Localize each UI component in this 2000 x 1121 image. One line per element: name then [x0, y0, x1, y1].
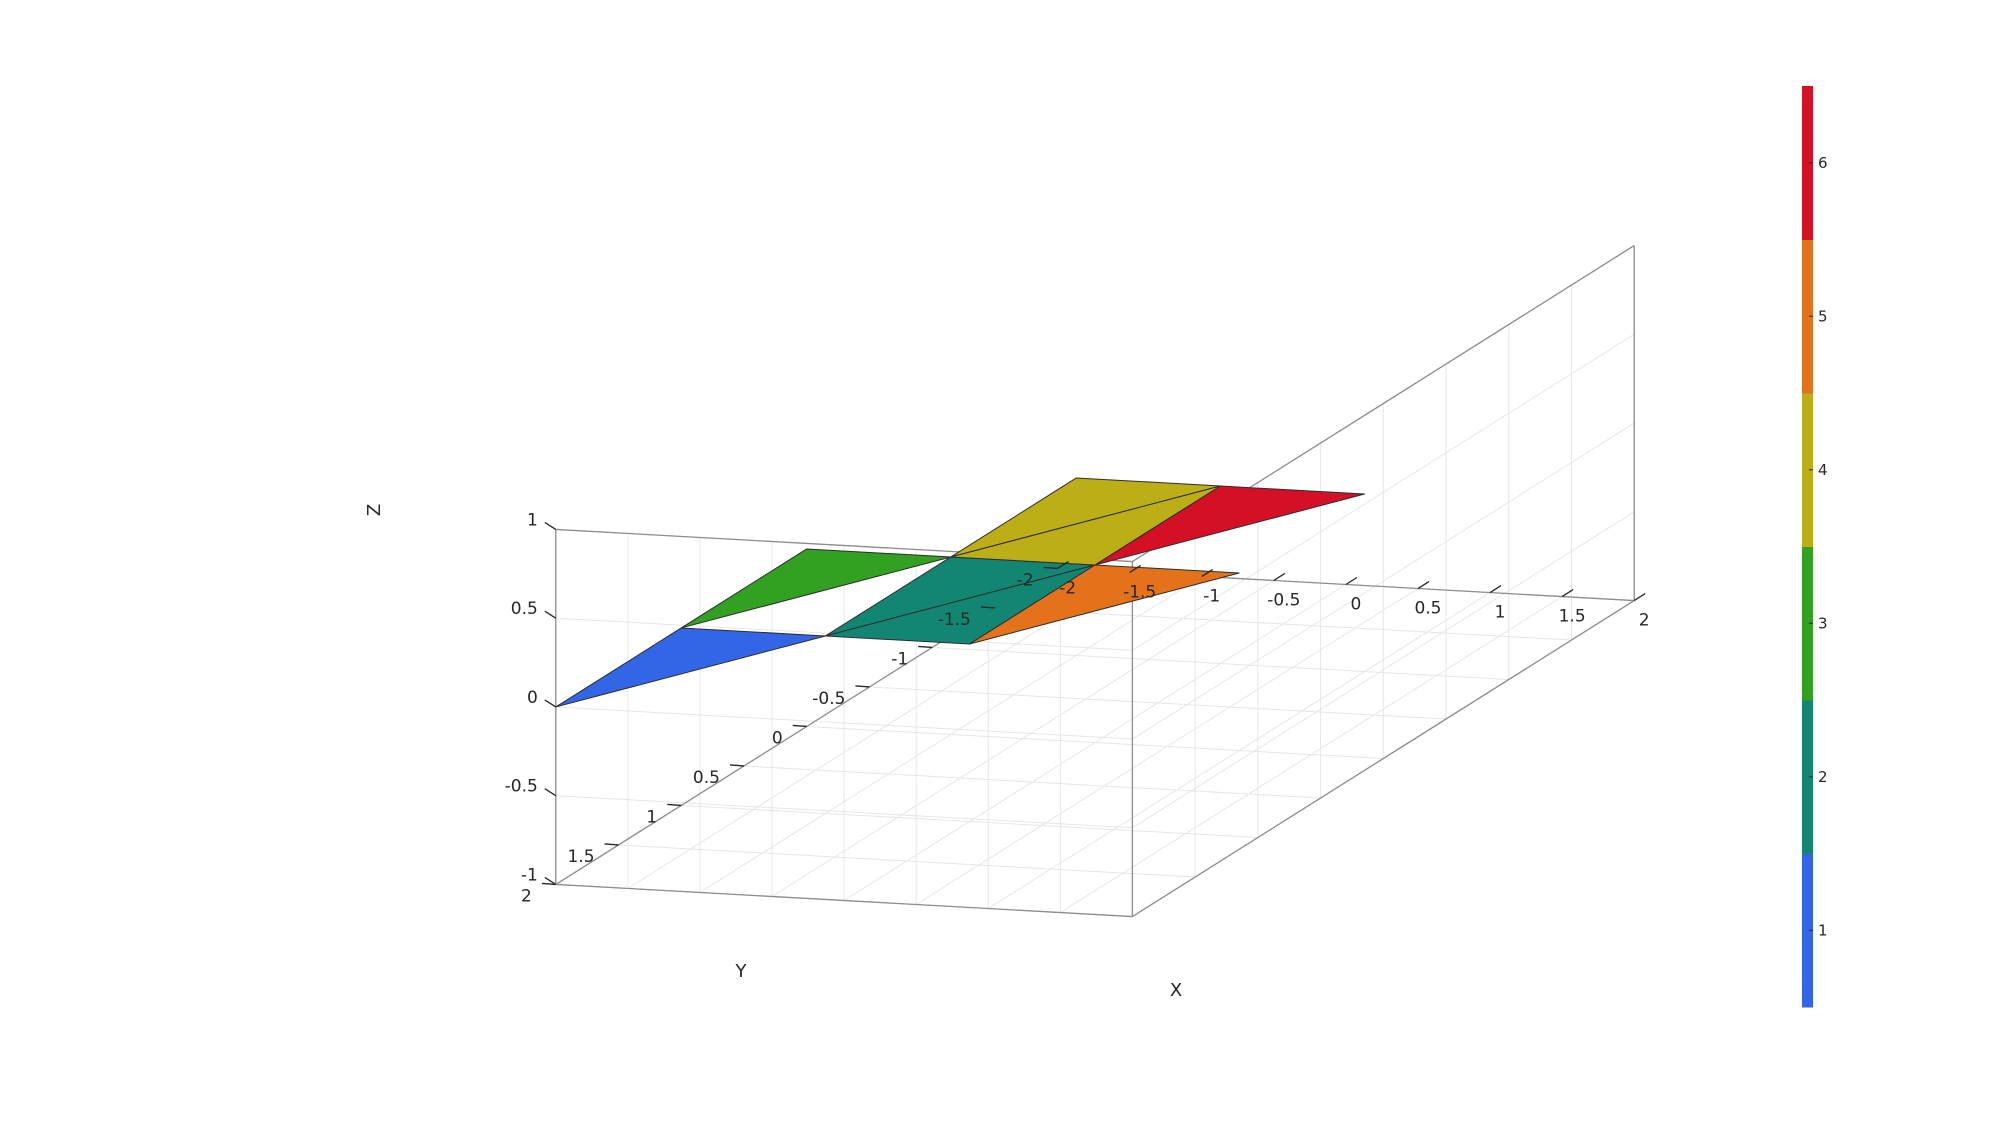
x-tick-label: -2 [1059, 578, 1076, 598]
y-tick-label: -2 [1017, 570, 1034, 590]
z-tick-mark [544, 521, 557, 530]
colorbar-segment [1802, 239, 1813, 394]
x-tick-label: -0.5 [1267, 590, 1300, 610]
y-axis-label: Y [735, 961, 748, 982]
x-tick-label: -1 [1203, 586, 1220, 606]
surface-face-3 [680, 548, 952, 629]
grid-line [555, 795, 1133, 829]
grid-line [618, 844, 1196, 878]
x-tick-label: 0 [1350, 595, 1361, 615]
axes-box-edge [1132, 600, 1635, 918]
colorbar-tick-label: 5 [1818, 307, 1828, 325]
x-tick-label: 1 [1495, 603, 1506, 623]
y-tick-label: -1 [891, 649, 908, 669]
surface-faces [555, 477, 1366, 708]
y-tick-mark [729, 764, 745, 767]
x-tick-mark [1057, 560, 1069, 569]
y-tick-mark [855, 685, 870, 688]
grid-line [1132, 333, 1635, 651]
y-tick-mark [792, 724, 807, 728]
grid-line [555, 706, 1133, 740]
grid-line [932, 646, 1509, 681]
x-tick-mark [1273, 572, 1286, 582]
grid-line [994, 607, 1572, 641]
x-tick-mark [1417, 580, 1430, 590]
x-tick-label: -1.5 [1123, 582, 1156, 602]
z-tick-mark [544, 699, 557, 708]
y-tick-mark [604, 843, 619, 846]
y-tick-label: 0.5 [693, 768, 720, 788]
axis-ticks: -2 -1.5 -1 -0.5 0 0.5 1 1.5 2 -2 -1.5 -1 -0.5 0 0.5 1 1.… [505, 510, 1650, 906]
z-tick-mark [544, 876, 557, 885]
grid-line [806, 725, 1384, 760]
colorbar-tick-label: 3 [1818, 614, 1828, 632]
colorbar: 1 2 3 4 5 6 [1802, 86, 1828, 1008]
y-tick-mark [980, 606, 995, 609]
y-tick-label: 0 [772, 728, 783, 748]
x-tick-label: 0.5 [1414, 599, 1441, 619]
x-tick-mark [1489, 584, 1502, 594]
grid-line [1132, 511, 1635, 829]
colorbar-tick-label: 4 [1818, 461, 1828, 479]
z-tick-label: -0.5 [505, 777, 538, 797]
colorbar-segment [1802, 393, 1813, 547]
z-tick-label: 0 [527, 688, 538, 708]
z-tick-label: -1 [521, 865, 538, 885]
colorbar-segment [1802, 700, 1813, 854]
colorbar-tick-label: 1 [1818, 921, 1828, 939]
z-tick-label: 0.5 [511, 599, 538, 619]
colorbar-segment [1802, 853, 1813, 1008]
surface-face-6 [1094, 485, 1366, 566]
x-tick-mark [1201, 568, 1214, 578]
z-tick-mark [544, 788, 557, 797]
surface-face-5 [969, 564, 1240, 645]
grid-line [1132, 422, 1635, 740]
y-tick-mark [541, 882, 556, 886]
y-tick-label: -0.5 [812, 689, 845, 709]
colorbar-tick-label: 6 [1818, 154, 1828, 172]
y-tick-mark [667, 803, 682, 807]
x-tick-mark [1129, 564, 1142, 574]
z-tick-mark [544, 610, 557, 619]
surface-face-1 [555, 627, 826, 708]
colorbar-segment [1802, 86, 1813, 240]
x-axis-label: X [1170, 980, 1182, 1001]
y-tick-mark [1043, 566, 1058, 570]
y-tick-mark [918, 645, 933, 649]
x-tick-label: 1.5 [1559, 607, 1586, 627]
z-axis-label: Z [364, 504, 385, 516]
y-tick-label: -1.5 [938, 610, 971, 630]
grid-line [869, 686, 1447, 720]
x-tick-mark [1633, 593, 1646, 602]
axes-box-edge [555, 883, 1133, 918]
colorbar-tick-label: 2 [1818, 768, 1828, 786]
y-tick-label: 2 [521, 886, 532, 906]
z-tick-label: 1 [527, 510, 538, 530]
colorbar-segment [1802, 546, 1813, 701]
grid-line [743, 765, 1321, 799]
x-tick-mark [1345, 576, 1358, 586]
grid-line [681, 804, 1258, 839]
y-tick-label: 1.5 [567, 847, 594, 867]
x-tick-mark [1561, 588, 1574, 598]
x-tick-label: 2 [1639, 611, 1650, 631]
y-tick-label: 1 [646, 807, 657, 827]
